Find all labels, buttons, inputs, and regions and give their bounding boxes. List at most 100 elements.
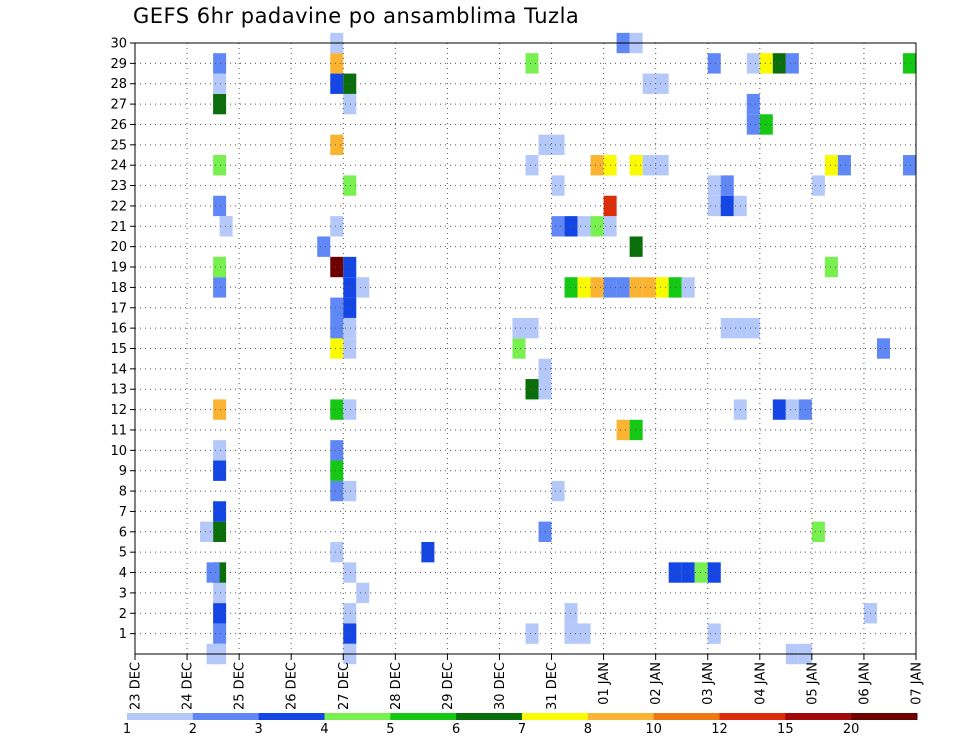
heatmap-cell (629, 419, 643, 441)
y-tick-label: 2 (119, 607, 127, 622)
heatmap-cell (213, 460, 227, 481)
colorbar-swatch (456, 713, 523, 720)
heatmap-cell (343, 277, 357, 298)
colorbar-swatch (719, 713, 786, 720)
heatmap-cell (902, 155, 916, 176)
y-tick-label: 7 (119, 505, 127, 520)
heatmap-cell (707, 623, 721, 644)
heatmap-cell (707, 562, 721, 583)
colorbar-label: 2 (189, 722, 197, 737)
y-tick-label: 4 (119, 566, 127, 581)
y-tick-label: 3 (119, 586, 127, 601)
y-tick-label: 26 (110, 118, 127, 133)
y-tick-label: 25 (110, 138, 127, 153)
heatmap-cell (720, 317, 734, 339)
heatmap-cell (213, 501, 227, 522)
x-tick-label: 01 JAN (597, 662, 612, 705)
heatmap-cell (551, 480, 565, 502)
x-tick-label: 26 DEC (285, 662, 300, 710)
x-axis: 23 DEC 24 DEC 25 DEC 26 DEC 27 DEC 28 DEC 29 D… (129, 654, 925, 710)
heatmap-cell (551, 134, 565, 156)
x-tick-label: 06 JAN (857, 662, 872, 705)
y-tick-label: 1 (119, 627, 127, 642)
heatmap-cell (707, 175, 721, 196)
cells-layer (200, 32, 916, 665)
heatmap-cell (213, 623, 227, 644)
y-tick-label: 17 (110, 301, 127, 316)
heatmap-cell (213, 256, 227, 278)
heatmap-cell (330, 317, 344, 339)
colorbar-swatch (653, 713, 720, 720)
colorbar-swatch (192, 713, 260, 720)
chart-title: GEFS 6hr padavine po ansamblima Tuzla (133, 4, 580, 28)
heatmap-cell (330, 541, 344, 563)
y-tick-label: 12 (110, 403, 127, 418)
heatmap-cell (525, 317, 539, 339)
heatmap-cell (206, 562, 220, 583)
x-tick-label: 03 JAN (701, 662, 716, 705)
heatmap-cell (772, 53, 786, 74)
heatmap-cell (343, 93, 357, 115)
heatmap-cell (707, 53, 721, 74)
heatmap-cell (343, 338, 357, 359)
colorbar-label: 20 (843, 722, 860, 737)
heatmap-cell (746, 317, 760, 339)
heatmap-cell (343, 399, 357, 420)
x-tick-label: 04 JAN (753, 662, 768, 705)
heatmap-cell (213, 195, 227, 217)
heatmap-cell (343, 603, 357, 624)
heatmap-cell (577, 623, 591, 644)
colorbar-swatch (324, 713, 391, 720)
heatmap-cell (811, 521, 825, 542)
heatmap-cell (590, 277, 604, 298)
colorbar-swatch (851, 713, 918, 720)
heatmap-cell (681, 277, 695, 298)
heatmap-cell (551, 216, 565, 237)
heatmap-cell (330, 216, 344, 237)
heatmap-cell (343, 317, 357, 339)
heatmap-cell (616, 419, 630, 441)
colorbar-swatch (127, 713, 194, 720)
heatmap-cell (564, 623, 578, 644)
colorbar-label: 15 (777, 722, 794, 737)
heatmap-cell (785, 399, 799, 420)
colorbar-label: 3 (255, 722, 263, 737)
heatmap-cell (642, 73, 656, 94)
colorbar-label: 5 (386, 722, 394, 737)
heatmap-cell (213, 582, 227, 604)
heatmap-cell (577, 216, 591, 237)
heatmap-cell (330, 256, 344, 278)
y-tick-label: 27 (110, 98, 127, 113)
x-tick-label: 27 DEC (337, 662, 352, 710)
heatmap-cell (681, 562, 695, 583)
y-tick-label: 5 (119, 546, 127, 561)
heatmap-cell (811, 175, 825, 196)
colorbar-label: 10 (645, 722, 662, 737)
heatmap-cell (213, 53, 227, 74)
heatmap-cell (213, 521, 227, 542)
heatmap-cell (512, 338, 526, 359)
y-tick-label: 10 (110, 444, 127, 459)
colorbar-label: 12 (711, 722, 728, 737)
heatmap-cell (824, 256, 838, 278)
heatmap-cell (343, 256, 357, 278)
x-tick-label: 31 DEC (545, 662, 560, 710)
heatmap-cell (343, 73, 357, 94)
y-tick-label: 14 (110, 362, 127, 377)
heatmap-cell (356, 582, 370, 604)
heatmap-cell (759, 53, 773, 74)
x-tick-label: 24 DEC (181, 662, 196, 710)
colorbar-swatch (587, 713, 655, 720)
heatmap-cell (694, 562, 708, 583)
y-tick-label: 13 (110, 383, 127, 398)
heatmap-cell (512, 317, 526, 339)
heatmap-cell (213, 93, 227, 115)
heatmap-cell (330, 134, 344, 156)
heatmap-cell (330, 399, 344, 420)
heatmap-cell (629, 155, 643, 176)
colorbar-label: 4 (320, 722, 328, 737)
y-tick-label: 24 (110, 159, 127, 174)
heatmap-cell (330, 73, 344, 94)
colorbar-swatch (522, 713, 589, 720)
